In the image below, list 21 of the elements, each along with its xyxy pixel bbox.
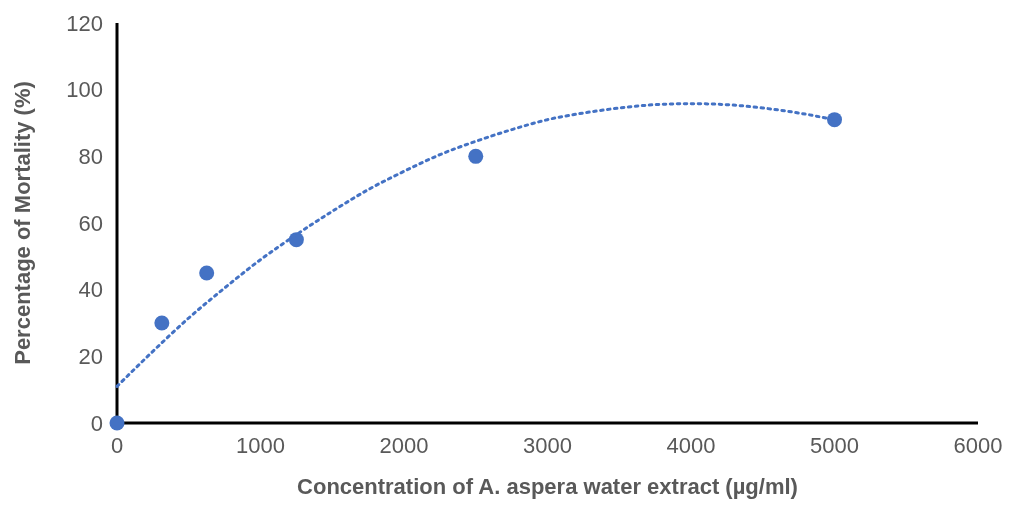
x-tick-label: 1000 — [236, 433, 285, 458]
y-axis-title: Percentage of Mortality (%) — [10, 81, 35, 365]
point — [154, 315, 170, 331]
y-tick-label: 120 — [66, 10, 103, 36]
x-tick-label: 4000 — [666, 433, 716, 458]
x-tick-label: 2000 — [379, 433, 429, 458]
x-axis-title: Concentration of A. aspera water extract (µg/ml) — [297, 474, 798, 499]
point — [827, 112, 842, 128]
x-tick-label: 6000 — [953, 433, 1003, 458]
y-tick-label: 20 — [78, 344, 103, 370]
y-tick-label: 80 — [78, 144, 103, 170]
point — [199, 265, 215, 281]
x-tick-label: 0 — [110, 433, 124, 458]
x-tick-label: 5000 — [810, 433, 859, 458]
point — [109, 415, 125, 431]
point — [468, 148, 484, 164]
y-tick-label: 60 — [78, 210, 103, 236]
y-tick-label: 0 — [90, 410, 103, 436]
y-tick-label: 40 — [78, 277, 103, 303]
y-tick-label: 100 — [66, 77, 103, 103]
x-tick-label: 3000 — [523, 433, 572, 458]
